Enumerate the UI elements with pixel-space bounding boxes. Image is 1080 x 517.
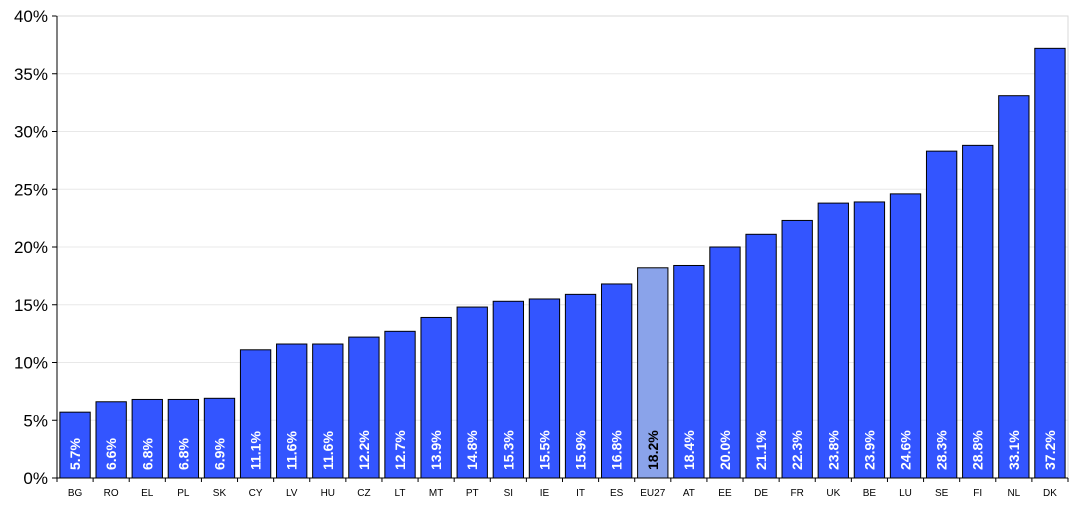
x-tick-label-nl: NL [1007, 488, 1020, 499]
bar-el [131, 398, 163, 479]
bar-it [564, 293, 597, 479]
y-tick-label: 20% [14, 238, 48, 257]
bar-se [925, 150, 958, 479]
data-label-fr: 22.3% [789, 430, 805, 470]
y-tick-label: 5% [23, 411, 48, 430]
x-tick-label-uk: UK [826, 488, 840, 499]
data-labels: 5.7% 6.6% 6.8% 6.8% 6.9% 11.1% 11.6% 11.6% 12.2%… [67, 430, 1058, 470]
data-label-bg: 5.7% [67, 438, 83, 470]
bar-fr [781, 219, 813, 479]
x-tick-label-si: SI [504, 488, 513, 499]
x-tick-label-se: SE [935, 488, 949, 499]
bar-ie [528, 298, 561, 479]
x-tick-label-lv: LV [286, 488, 298, 499]
x-tick-label-fi: FI [973, 488, 982, 499]
x-tick-label-pt: PT [466, 488, 479, 499]
bar-eu27 [637, 267, 669, 479]
bar-ee [709, 246, 741, 479]
x-tick-label-de: DE [754, 488, 768, 499]
x-tick-label-sk: SK [213, 488, 227, 499]
bar-cy [239, 349, 272, 479]
data-label-pt: 14.8% [464, 430, 480, 470]
data-label-el: 6.8% [139, 438, 155, 470]
x-tick-labels: BG RO EL PL SK CY LV HU CZ LT MT PT SI IE IT ES EU27 AT EE… [68, 488, 1057, 499]
x-tick-label-cy: CY [249, 488, 263, 499]
x-tick-label-bg: BG [68, 488, 83, 499]
data-label-lv: 11.6% [284, 431, 300, 470]
data-label-eu27: 18.2% [645, 430, 661, 470]
data-label-sk: 6.9% [211, 438, 227, 470]
x-tick-label-el: EL [141, 488, 154, 499]
y-tick-label: 30% [14, 123, 48, 142]
x-tick-label-ie: IE [540, 488, 550, 499]
data-label-es: 16.8% [609, 430, 625, 470]
data-label-dk: 37.2% [1042, 430, 1058, 470]
grid-lines [57, 15, 1068, 421]
data-label-se: 28.3% [934, 430, 950, 470]
x-tick-label-eu27: EU27 [640, 488, 665, 499]
x-tick-label-cz: CZ [357, 488, 370, 499]
x-tick-label-es: ES [610, 488, 624, 499]
x-tick-label-hu: HU [321, 488, 335, 499]
data-label-ro: 6.6% [103, 438, 119, 470]
y-tick-labels: 0% 5% 10% 15% 20% 25% 30% 35% 40% [14, 7, 48, 488]
bars [59, 47, 1066, 479]
y-tick-label: 10% [14, 354, 48, 373]
bar-pl [167, 398, 200, 479]
y-tick-label: 0% [23, 469, 48, 488]
bar-de [745, 233, 777, 479]
data-label-at: 18.4% [681, 430, 697, 470]
bar-fi [962, 144, 994, 479]
x-tick-label-mt: MT [429, 488, 443, 499]
data-label-cz: 12.2% [356, 430, 372, 470]
bar-at [673, 264, 705, 479]
axes [52, 15, 1069, 482]
data-label-it: 15.9% [573, 430, 589, 470]
x-tick-label-be: BE [863, 488, 877, 499]
y-tick-label: 15% [14, 296, 48, 315]
x-tick-label-ee: EE [718, 488, 732, 499]
x-tick-label-it: IT [576, 488, 585, 499]
y-tick-label: 40% [14, 7, 48, 26]
x-tick-label-at: AT [683, 488, 695, 499]
data-label-lt: 12.7% [392, 430, 408, 470]
bar-hu [312, 343, 344, 479]
bar-es [600, 283, 633, 479]
bar-bg [59, 411, 91, 479]
data-label-uk: 23.8% [825, 430, 841, 470]
x-tick-label-ro: RO [104, 488, 119, 499]
data-label-si: 15.3% [500, 430, 516, 470]
data-label-hu: 11.6% [320, 431, 336, 470]
x-tick-label-lu: LU [899, 488, 912, 499]
data-label-lu: 24.6% [898, 430, 914, 470]
bar-lt [384, 330, 416, 479]
bar-sk [203, 397, 236, 479]
x-tick-label-pl: PL [177, 488, 190, 499]
bar-be [853, 201, 886, 479]
bar-pt [456, 306, 488, 479]
data-label-pl: 6.8% [175, 438, 191, 470]
y-tick-label: 35% [14, 65, 48, 84]
bar-nl [998, 95, 1030, 479]
bar-lv [276, 343, 308, 479]
data-label-cy: 11.1% [248, 431, 264, 470]
data-label-mt: 13.9% [428, 430, 444, 470]
data-label-be: 23.9% [861, 430, 877, 470]
data-label-de: 21.1% [753, 430, 769, 470]
data-label-ee: 20.0% [717, 430, 733, 470]
x-tick-label-lt: LT [395, 488, 406, 499]
bar-mt [420, 316, 452, 479]
x-tick-label-fr: FR [791, 488, 804, 499]
data-label-fi: 28.8% [970, 430, 986, 470]
bar-dk [1034, 47, 1066, 479]
y-tick-label: 25% [14, 180, 48, 199]
x-tick-label-dk: DK [1043, 488, 1057, 499]
data-label-ie: 15.5% [536, 430, 552, 470]
data-label-nl: 33.1% [1006, 430, 1022, 470]
